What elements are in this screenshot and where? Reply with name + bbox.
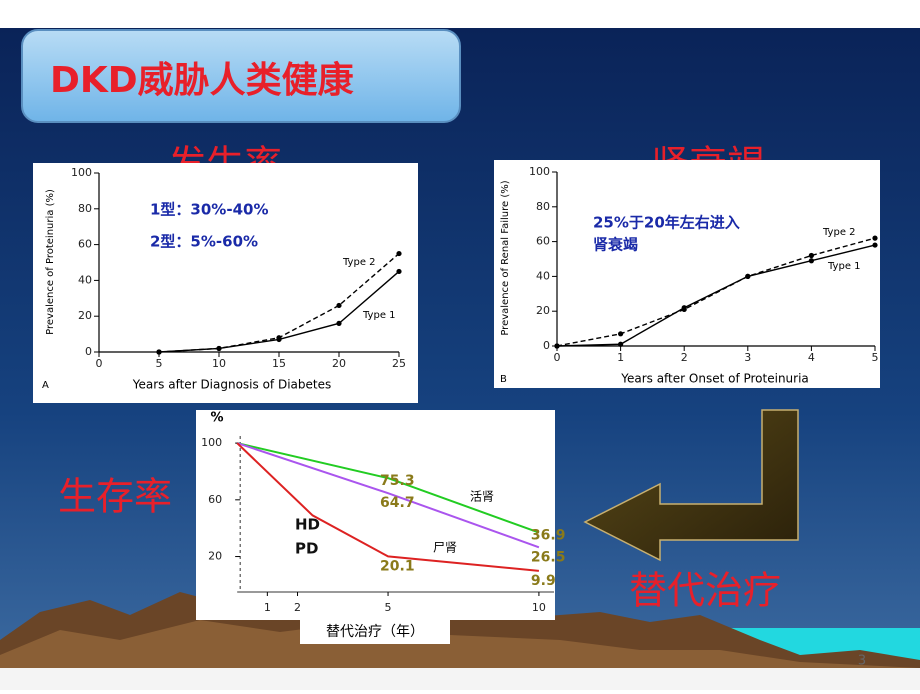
y-tick-label: 20 [208, 550, 222, 563]
point [336, 302, 342, 309]
x-tick-label: 5 [385, 601, 392, 614]
annotation: HD [295, 516, 320, 534]
value-label: 20.1 [380, 558, 415, 574]
point [156, 349, 162, 355]
x-tick-label: 4 [808, 351, 815, 364]
y-tick-label: 80 [536, 200, 550, 213]
series-label: Type 1 [362, 310, 396, 321]
point [618, 341, 624, 347]
point [396, 268, 402, 275]
series-label: Type 1 [827, 261, 861, 272]
x-tick-label: 2 [294, 601, 301, 614]
y-tick-label: 0 [543, 339, 550, 352]
y-axis-label: Prevalence of Renal Failure (%) [500, 180, 511, 335]
y-tick-label: 60 [536, 235, 550, 248]
x-tick-label: 25 [392, 357, 406, 370]
y-tick-label: 60 [78, 238, 92, 251]
panel-label: B [500, 374, 507, 385]
point [808, 258, 815, 264]
x-tick-label: 0 [554, 351, 561, 364]
series-line [556, 237, 876, 347]
x-tick-label: 2 [681, 351, 688, 364]
slide-title: DKD威胁人类健康 [50, 59, 354, 101]
series-line [236, 442, 540, 572]
x-tick-label: 15 [272, 357, 286, 370]
series-label: 尸肾 [433, 541, 457, 555]
x-axis-label: 替代治疗（年） [326, 624, 424, 640]
panel-label: A [42, 380, 49, 391]
y-tick-label: 20 [78, 309, 92, 322]
arrow [583, 409, 799, 562]
series-line [236, 442, 540, 549]
annotation: 肾衰竭 [593, 236, 638, 254]
annotation: 2型：5%-60% [150, 233, 258, 251]
point [808, 252, 815, 259]
series-line [236, 442, 540, 534]
label-bg [300, 620, 450, 644]
point [216, 345, 222, 352]
x-tick-label: 5 [872, 351, 879, 364]
point [872, 235, 878, 241]
x-tick-label: 3 [744, 351, 751, 364]
annotation: 1型：30%-40% [150, 201, 268, 219]
bottom-strip [0, 668, 920, 690]
heading: 替代治疗 [629, 569, 781, 613]
y-tick-label: 100 [71, 166, 92, 179]
y-tick-label: 100 [529, 165, 550, 178]
panel [494, 160, 880, 388]
x-tick-label: 0 [96, 357, 103, 370]
mountains-front [0, 620, 920, 668]
y-tick-label: 80 [78, 202, 92, 215]
y-axis-label: Prevalence of Proteinuria (%) [45, 189, 56, 335]
heading: 生存率 [58, 475, 172, 519]
y-tick-label: 0 [85, 345, 92, 358]
x-tick-label: 20 [332, 357, 346, 370]
x-tick-label: 10 [532, 601, 546, 614]
y-tick-label: 40 [536, 269, 550, 282]
series-label: 活肾 [470, 490, 494, 504]
x-axis-label: Years after Diagnosis of Diabetes [132, 378, 331, 392]
y-axis-label: % [210, 411, 223, 426]
series-line [556, 244, 876, 347]
value-label: 36.9 [531, 528, 566, 544]
series-label: Type 2 [822, 227, 856, 238]
value-label: 9.9 [531, 573, 556, 589]
y-tick-label: 60 [208, 493, 222, 506]
x-axis-label: Years after Onset of Proteinuria [620, 372, 809, 386]
point [396, 250, 402, 257]
point [618, 331, 624, 337]
x-tick-label: 5 [156, 357, 163, 370]
value-label: 75.3 [380, 473, 415, 489]
y-tick-label: 20 [536, 304, 550, 317]
point [336, 320, 342, 326]
point [872, 242, 878, 248]
page-number: 3 [858, 654, 866, 669]
point [681, 305, 687, 311]
value-label: 64.7 [380, 495, 415, 511]
series-label: Type 2 [342, 257, 376, 268]
point [276, 336, 282, 343]
x-tick-label: 10 [212, 357, 226, 370]
x-tick-label: 1 [617, 351, 624, 364]
y-tick-label: 40 [78, 273, 92, 286]
y-tick-label: 100 [201, 436, 222, 449]
value-label: 26.5 [531, 549, 566, 565]
point [554, 343, 560, 349]
point [745, 273, 751, 279]
panel [196, 410, 555, 620]
panel [33, 163, 418, 403]
top-strip [0, 0, 920, 28]
x-tick-label: 1 [264, 601, 271, 614]
annotation: PD [295, 540, 318, 558]
title-box [21, 29, 461, 123]
annotation: 25%于20年左右进入 [593, 214, 740, 232]
